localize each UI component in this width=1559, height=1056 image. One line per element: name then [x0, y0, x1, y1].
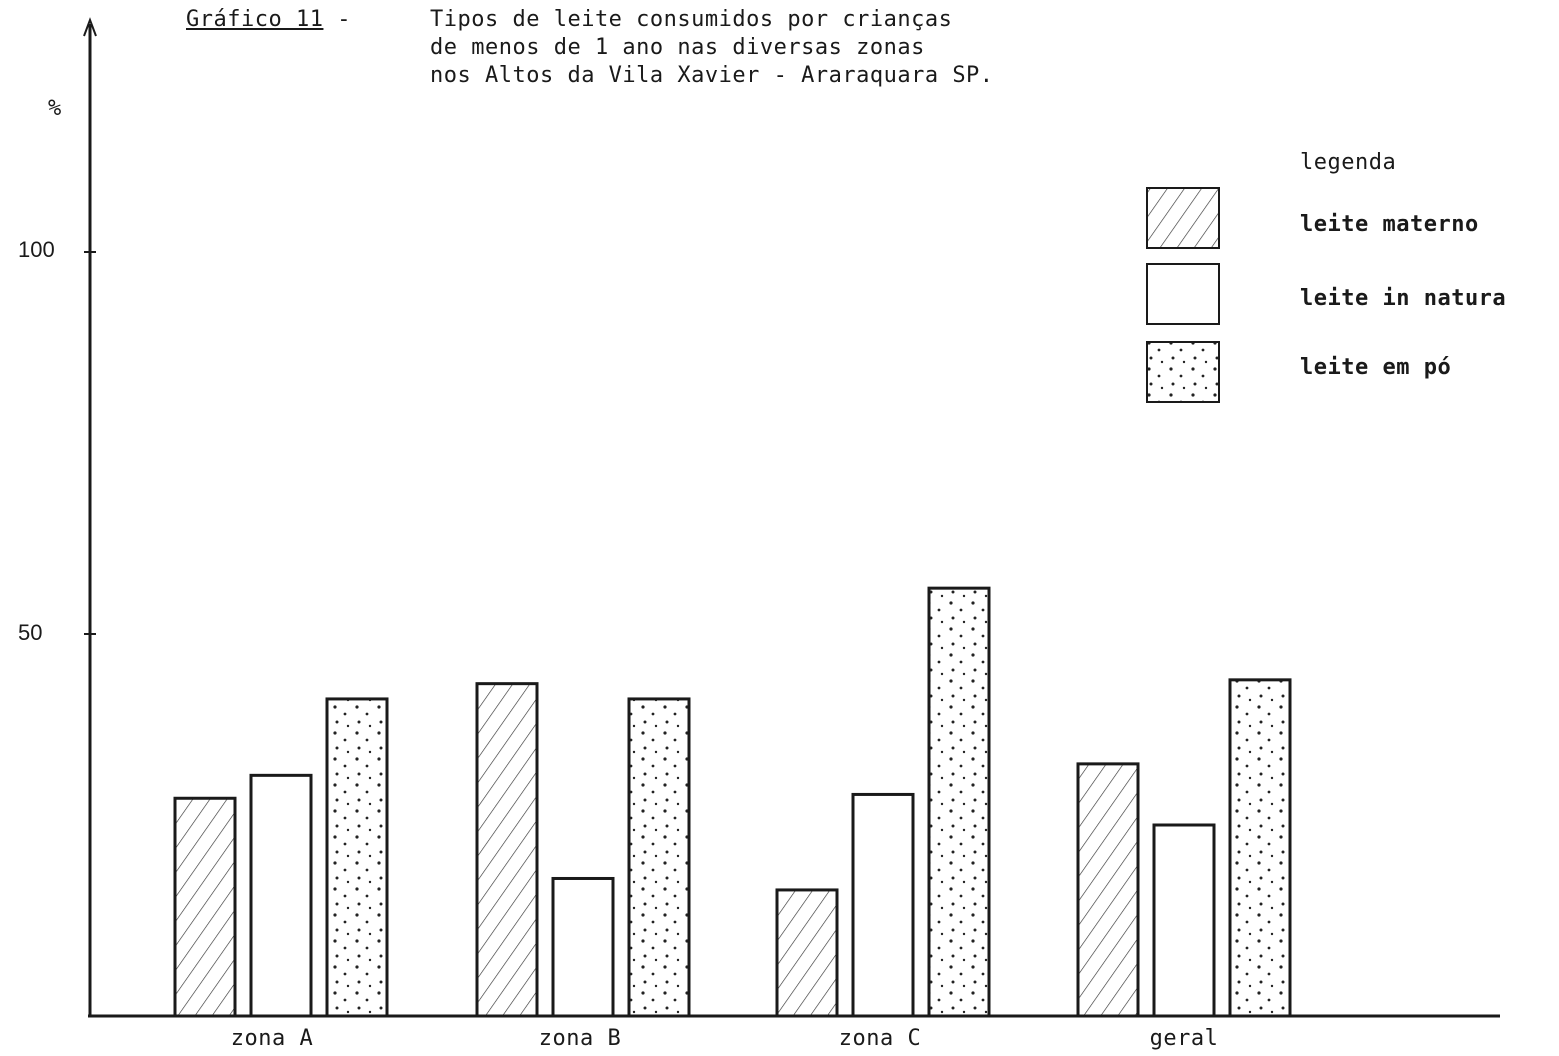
bar-geral-leite-materno — [1076, 762, 1140, 1018]
legend-label-leite-in-natura: leite in natura — [1300, 286, 1507, 311]
x-tick-label-zona-b: zona B — [538, 1026, 622, 1051]
title-text: Tipos de leite consumidos por crianças d… — [430, 6, 994, 90]
title-line-2: de menos de 1 ano nas diversas zonas — [430, 35, 925, 60]
bar-zona-b-leite-em-p — [627, 697, 691, 1018]
bar-zona-a-leite-materno — [173, 796, 237, 1018]
bar-geral-leite-in-natura — [1152, 823, 1216, 1018]
figure-number: Gráfico 11 — [186, 7, 324, 32]
legend-swatch-leite-in-natura — [1146, 263, 1220, 325]
legend-label-leite-materno: leite materno — [1300, 212, 1479, 237]
x-tick-label-zona-a: zona A — [230, 1026, 314, 1051]
x-tick-label-geral: geral — [1149, 1026, 1219, 1051]
y-tick-label-50: 50 — [18, 620, 43, 645]
legend-title: legenda — [1300, 150, 1397, 175]
bar-zona-b-leite-in-natura — [551, 876, 615, 1018]
y-axis-label: % — [48, 96, 62, 121]
legend-swatches — [1146, 187, 1220, 403]
bar-zona-c-leite-in-natura — [851, 792, 915, 1018]
y-axis-arrow-icon — [83, 17, 97, 37]
bar-zona-a-leite-in-natura — [249, 773, 313, 1018]
figure-dash: - — [323, 7, 351, 32]
y-tick-label-100: 100 — [18, 237, 55, 262]
bar-zona-b-leite-materno — [475, 682, 539, 1018]
legend-swatch-leite-em-p — [1146, 341, 1220, 403]
figure-label: Gráfico 11 - — [186, 6, 351, 34]
bar-zona-a-leite-em-p — [325, 697, 389, 1018]
bar-zona-c-leite-em-p — [927, 586, 991, 1018]
title-line-1: Tipos de leite consumidos por crianças — [430, 7, 953, 32]
title-line-3: nos Altos da Vila Xavier - Araraquara SP… — [430, 63, 994, 88]
legend-swatch-leite-materno — [1146, 187, 1220, 249]
x-tick-label-zona-c: zona C — [838, 1026, 922, 1051]
bar-geral-leite-em-p — [1228, 678, 1292, 1018]
legend-label-leite-em-po: leite em pó — [1300, 355, 1452, 380]
bar-zona-c-leite-materno — [775, 888, 839, 1018]
bars-group — [173, 586, 1292, 1018]
